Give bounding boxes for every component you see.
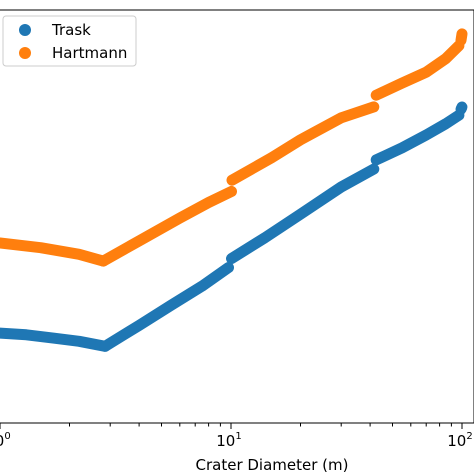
x-axis-ticks: 100 101 102	[0, 423, 473, 450]
legend: Trask Hartmann	[2, 15, 137, 67]
x-tick-label: 102	[447, 431, 472, 450]
series-trask-segment-0	[0, 327, 111, 352]
series-trask-segment-4	[455, 101, 468, 115]
legend-label-trask: Trask	[51, 21, 91, 39]
series-hartmann-segment-0	[0, 237, 109, 267]
series-hartmann	[0, 28, 468, 267]
series-trask-segment-2	[226, 163, 380, 265]
x-axis-title: Crater Diameter (m)	[196, 456, 349, 474]
series-trask-segment-1	[99, 262, 234, 352]
series-hartmann-segment-1	[97, 185, 237, 267]
series-trask-segment-3	[370, 109, 465, 166]
x-tick-label: 100	[0, 431, 11, 450]
series-trask	[0, 101, 468, 352]
series-hartmann-segment-3	[370, 40, 465, 101]
legend-marker-hartmann	[19, 47, 31, 59]
legend-marker-trask	[19, 24, 31, 36]
legend-label-hartmann: Hartmann	[52, 44, 127, 62]
series-hartmann-segment-4	[455, 28, 468, 46]
plot-frame	[0, 9, 474, 424]
x-tick-label: 101	[216, 431, 241, 450]
legend-box	[2, 15, 137, 67]
series-hartmann-segment-2	[226, 101, 380, 186]
series-layer	[0, 28, 468, 352]
